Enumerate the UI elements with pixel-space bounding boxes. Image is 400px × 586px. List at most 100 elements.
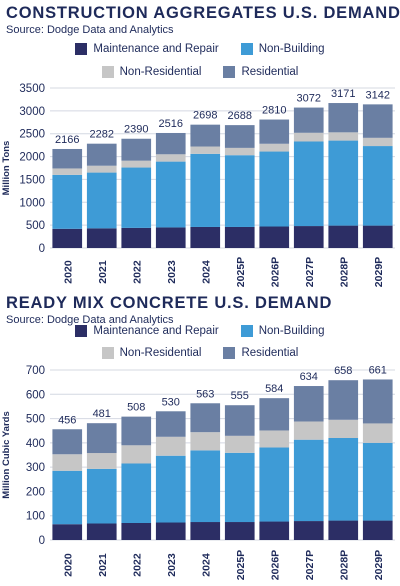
- total-label: 555: [231, 390, 249, 402]
- bar-segment-non_building: [328, 438, 359, 521]
- total-label: 2282: [90, 129, 114, 141]
- y-tick-label: 600: [26, 389, 45, 401]
- y-tick-label: 2500: [19, 129, 45, 141]
- bar-segment-maintenance: [86, 228, 117, 248]
- y-tick-label: 3500: [19, 83, 45, 95]
- x-tick-label: 2022: [131, 260, 143, 284]
- bar-segment-non_building: [362, 146, 393, 226]
- x-tick-label: 2024: [200, 553, 212, 577]
- bar-segment-residential: [259, 398, 290, 431]
- bar-segment-non_building: [224, 155, 255, 227]
- bar-segment-residential: [190, 124, 221, 147]
- bar-segment-residential: [293, 107, 324, 133]
- bar-segment-non_building: [190, 450, 221, 523]
- total-label: 2688: [228, 110, 252, 122]
- y-axis-label: Million Tons: [1, 141, 12, 196]
- bar-segment-non_residential: [121, 160, 152, 168]
- bar-segment-non_residential: [52, 168, 83, 175]
- total-label: 563: [196, 388, 214, 400]
- bar-segment-non_residential: [224, 147, 255, 156]
- bar-segment-non_residential: [328, 419, 359, 438]
- legend-swatch-residential: [223, 347, 236, 359]
- bar-segment-maintenance: [155, 522, 186, 540]
- bar-segment-maintenance: [190, 226, 221, 248]
- bar-segment-non_building: [362, 442, 393, 521]
- bar-segment-maintenance: [224, 226, 255, 248]
- bar-segment-residential: [52, 148, 83, 169]
- x-tick-label: 2026P: [269, 550, 281, 580]
- y-tick-label: 300: [26, 462, 45, 474]
- legend-label: Maintenance and Repair: [93, 325, 219, 337]
- bar-segment-non_building: [190, 153, 221, 227]
- legend-label: Non-Building: [258, 43, 325, 55]
- bar-segment-maintenance: [362, 225, 393, 248]
- bar-segment-non_building: [155, 161, 186, 228]
- x-tick-label: 2024: [200, 260, 212, 284]
- bar-segment-non_building: [328, 140, 359, 226]
- bar-segment-maintenance: [121, 523, 152, 540]
- y-tick-label: 400: [26, 438, 45, 450]
- total-label: 2698: [193, 110, 217, 122]
- bar-segment-maintenance: [259, 521, 290, 540]
- bar-segment-residential: [121, 416, 152, 446]
- bar-segment-maintenance: [121, 227, 152, 248]
- bar-segment-non_building: [259, 447, 290, 522]
- bar-segment-maintenance: [190, 522, 221, 540]
- legend-swatch-maintenance: [75, 43, 88, 55]
- legend-swatch-non-residential: [101, 66, 114, 78]
- legend-swatch-maintenance: [75, 325, 88, 337]
- y-tick-label: 1500: [19, 174, 45, 186]
- bar-segment-residential: [224, 405, 255, 436]
- legend-maintenance: Maintenance and Repair: [75, 41, 219, 57]
- chart-subtitle: Source: Dodge Data and Analytics: [6, 24, 174, 36]
- bar-segment-maintenance: [328, 225, 359, 248]
- legend-swatch-non-building: [240, 325, 253, 337]
- total-label: 456: [58, 414, 76, 426]
- aggregates-plot: 0 500 1000 1500 2000 2500 3000 3500 Million Tons…: [1, 83, 395, 287]
- bar-segment-maintenance: [86, 523, 117, 540]
- bar-segment-maintenance: [52, 228, 83, 248]
- legend-maintenance: Maintenance and Repair: [75, 323, 219, 339]
- bar-segment-non_residential: [190, 432, 221, 451]
- bar-segment-non_building: [293, 439, 324, 522]
- y-tick-label: 0: [39, 535, 45, 547]
- x-tick-label: 2028P: [338, 257, 350, 287]
- legend-label: Residential: [241, 66, 299, 78]
- legend-swatch-residential: [223, 66, 236, 78]
- bar-segment-non_residential: [86, 165, 117, 173]
- chart-title: READY MIX CONCRETE U.S. DEMAND: [6, 294, 333, 312]
- bar-segment-non_residential: [293, 132, 324, 142]
- bar-segment-non_building: [52, 174, 83, 229]
- x-tick-label: 2025P: [235, 550, 247, 580]
- bar-segment-residential: [362, 379, 393, 424]
- bar-segment-maintenance: [52, 524, 83, 540]
- legend-non-residential: Non-Residential: [101, 345, 201, 361]
- bar-segment-residential: [362, 104, 393, 138]
- legend-label: Non-Building: [258, 325, 325, 337]
- total-label: 481: [93, 408, 111, 420]
- legend-row-2: Non-Residential Residential: [0, 64, 400, 80]
- total-label: 3171: [331, 88, 355, 100]
- bar-segment-non_building: [121, 167, 152, 228]
- total-label: 3072: [297, 93, 321, 105]
- aggregates-chart: CONSTRUCTION AGGREGATES U.S. DEMAND Sour…: [0, 4, 400, 287]
- bar-segment-residential: [121, 138, 152, 161]
- bar-segment-non_building: [224, 452, 255, 523]
- bar-segment-maintenance: [293, 226, 324, 248]
- x-tick-label: 2021: [97, 553, 109, 577]
- bar-segment-maintenance: [293, 521, 324, 540]
- bar-segment-residential: [259, 119, 290, 144]
- bar-segment-residential: [328, 103, 359, 133]
- bar-segment-non_residential: [86, 453, 117, 469]
- legend-swatch-non-residential: [101, 347, 114, 359]
- total-label: 2516: [159, 118, 183, 130]
- bar-segment-non_residential: [224, 435, 255, 453]
- ready-mix-plot: 0 100 200 300 400 500 600 700 Million Cubic Yard…: [1, 364, 395, 580]
- bar-segment-maintenance: [224, 522, 255, 540]
- legend-row-2: Non-Residential Residential: [0, 345, 400, 361]
- total-label: 530: [162, 396, 180, 408]
- legend-label: Maintenance and Repair: [93, 43, 219, 55]
- bar-segment-maintenance: [362, 520, 393, 540]
- bar-segment-non_residential: [190, 146, 221, 154]
- legend-label: Residential: [241, 347, 299, 359]
